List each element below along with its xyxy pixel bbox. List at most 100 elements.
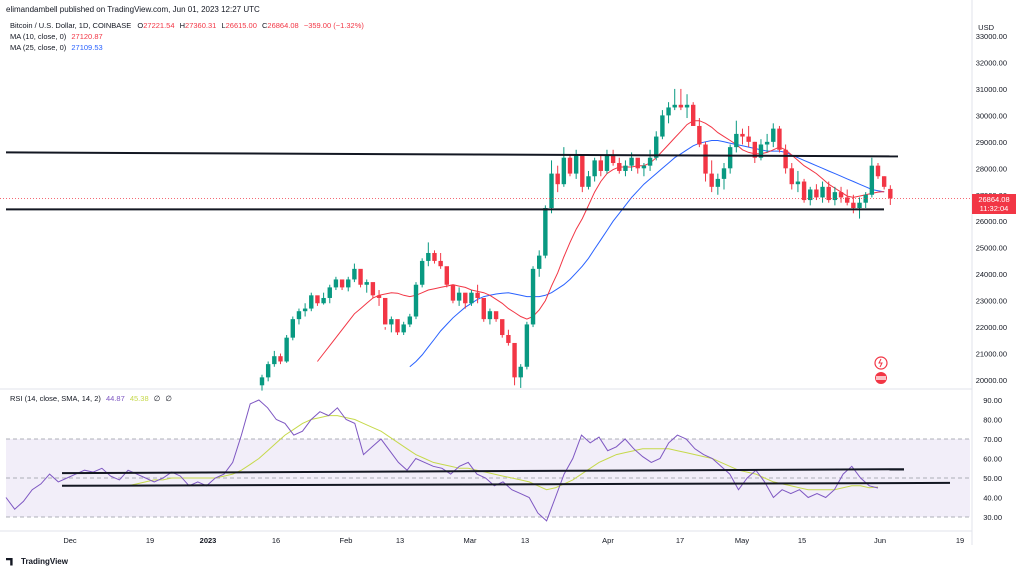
candle-body bbox=[524, 324, 530, 367]
high-value: 27360.31 bbox=[185, 21, 217, 30]
candle-body bbox=[444, 266, 449, 285]
candle-body bbox=[875, 165, 881, 177]
ma10-value: 27120.87 bbox=[71, 32, 103, 41]
candle-body bbox=[401, 324, 406, 333]
time-tick-label: Dec bbox=[63, 536, 77, 545]
candle-body bbox=[321, 297, 326, 304]
flag-icon-stripe bbox=[876, 376, 886, 380]
ma25-value: 27109.53 bbox=[71, 43, 103, 52]
candle-body bbox=[475, 292, 480, 298]
candle-body bbox=[678, 104, 684, 108]
candle-body bbox=[672, 104, 677, 108]
candle-body bbox=[586, 176, 591, 187]
candle-body bbox=[567, 157, 573, 174]
rsi-tick-label: 60.00 bbox=[983, 455, 1002, 464]
candle-body bbox=[629, 157, 634, 166]
candle-body bbox=[426, 252, 431, 261]
price-tick-label: 30000.00 bbox=[976, 111, 1007, 120]
price-tick-label: 32000.00 bbox=[976, 58, 1007, 67]
rsi-tick-label: 40.00 bbox=[983, 494, 1002, 503]
rsi-trend-line-lower bbox=[61, 481, 951, 487]
time-tick-label: 19 bbox=[956, 536, 964, 545]
price-tick-label: 21000.00 bbox=[976, 350, 1007, 359]
high-label: H bbox=[179, 21, 186, 30]
candle-body bbox=[845, 197, 850, 203]
time-tick-label: Apr bbox=[602, 536, 614, 545]
candle-body bbox=[469, 292, 474, 304]
alert-icon-bolt bbox=[878, 358, 883, 368]
candle-body bbox=[290, 319, 295, 338]
resistance-line bbox=[5, 151, 899, 158]
icons-layer bbox=[874, 356, 888, 384]
time-tick-label: Jun bbox=[874, 536, 886, 545]
grid-layer bbox=[0, 0, 973, 545]
candle-body bbox=[789, 168, 794, 185]
price-tick-label: 28000.00 bbox=[976, 164, 1007, 173]
candle-body bbox=[407, 316, 413, 325]
open-label: O bbox=[137, 21, 144, 30]
rsi-sma-value: 45.38 bbox=[129, 394, 149, 403]
low-label: L bbox=[221, 21, 226, 30]
price-tick-label: 24000.00 bbox=[976, 270, 1007, 279]
time-tick-label: 13 bbox=[521, 536, 529, 545]
candle-body bbox=[259, 377, 265, 386]
time-tick-label: Feb bbox=[340, 536, 353, 545]
open-value: 27221.54 bbox=[143, 21, 175, 30]
candle-body bbox=[684, 104, 690, 108]
candle-body bbox=[512, 342, 517, 378]
tradingview-brand: TradingView bbox=[21, 557, 68, 566]
rsi-value: 44.87 bbox=[105, 394, 125, 403]
candle-body bbox=[617, 163, 622, 171]
candle-body bbox=[869, 165, 875, 195]
ma25-legend: MA (25, close, 0) 27109.53 bbox=[10, 43, 103, 52]
candle-body bbox=[315, 295, 320, 304]
candle-body bbox=[358, 268, 363, 285]
time-tick-label: 13 bbox=[396, 536, 404, 545]
moving-average-layer bbox=[317, 120, 885, 368]
symbol-legend: Bitcoin / U.S. Dollar, 1D, COINBASE O272… bbox=[10, 21, 364, 30]
candle-body bbox=[666, 107, 671, 116]
countdown-value: 11:32:04 bbox=[979, 204, 1009, 213]
candle-body bbox=[278, 356, 283, 362]
candle-body bbox=[752, 141, 757, 158]
rsi-label: RSI (14, close, SMA, 14, 2) bbox=[10, 394, 101, 403]
rsi-tick-label: 90.00 bbox=[983, 396, 1002, 405]
candle-body bbox=[555, 173, 560, 185]
candle-body bbox=[573, 155, 579, 174]
candle-body bbox=[814, 189, 819, 198]
candle-body bbox=[309, 295, 314, 309]
candle-body bbox=[450, 284, 456, 301]
candle-body bbox=[518, 366, 523, 378]
rsi-layer bbox=[5, 399, 951, 522]
candle-body bbox=[284, 337, 289, 362]
close-value: 26864.08 bbox=[267, 21, 299, 30]
candle-body bbox=[487, 311, 493, 320]
candle-body bbox=[715, 178, 721, 187]
candle-body bbox=[370, 282, 376, 296]
candle-body bbox=[851, 202, 856, 208]
rsi-line bbox=[5, 399, 879, 522]
candle-body bbox=[771, 128, 776, 142]
candle-body bbox=[506, 335, 511, 343]
candle-body bbox=[561, 157, 567, 185]
candle-body bbox=[635, 157, 640, 169]
last-price-tag: 26864.08 11:32:04 bbox=[972, 194, 1016, 214]
candle-body bbox=[838, 192, 844, 198]
price-tick-label: 20000.00 bbox=[976, 376, 1007, 385]
rsi-v3: ∅ bbox=[153, 394, 161, 403]
candle-body bbox=[376, 295, 382, 298]
candle-body bbox=[327, 287, 332, 298]
candle-body bbox=[296, 311, 302, 320]
candle-body bbox=[598, 160, 603, 171]
candle-body bbox=[820, 186, 825, 198]
tradingview-logo[interactable]: TradingView bbox=[6, 557, 68, 566]
candle-body bbox=[413, 284, 419, 317]
candle-body bbox=[709, 173, 714, 187]
rsi-tick-label: 30.00 bbox=[983, 513, 1002, 522]
ma25-line bbox=[409, 140, 885, 368]
candle-body bbox=[419, 260, 425, 285]
price-tick-label: 22000.00 bbox=[976, 323, 1007, 332]
candles-layer bbox=[0, 88, 972, 391]
candle-body bbox=[580, 155, 585, 187]
